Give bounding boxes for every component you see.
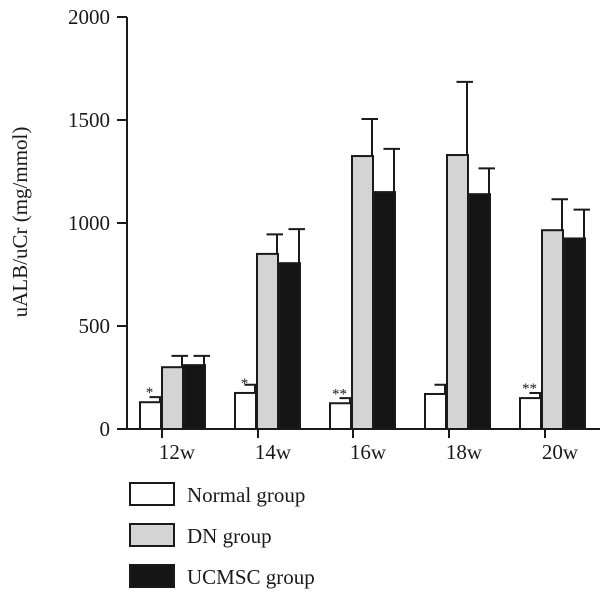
bar	[468, 193, 491, 430]
y-tick-label: 2000	[68, 5, 110, 29]
significance-label: *	[146, 385, 154, 401]
y-tick-label: 1000	[68, 211, 110, 235]
x-tick-label: 12w	[159, 440, 196, 464]
significance-label: *	[241, 376, 249, 392]
x-tick-label: 14w	[255, 440, 292, 464]
x-tick-label: 16w	[350, 440, 387, 464]
y-tick-label: 0	[100, 417, 111, 441]
significance-label: **	[522, 381, 537, 397]
legend-label: UCMSC group	[187, 565, 315, 589]
y-tick-label: 500	[79, 314, 111, 338]
bar	[351, 155, 374, 431]
y-tick-label: 1500	[68, 108, 110, 132]
bar	[424, 392, 447, 431]
bar	[278, 262, 301, 431]
legend: Normal group DN group UCMSC group	[129, 482, 315, 589]
bar	[373, 191, 396, 430]
y-axis-label: uALB/uCr (mg/mmol)	[8, 127, 32, 318]
axes: 0 500 1000 1500 2000 12w 14w 16w 18w 20w	[68, 5, 600, 464]
legend-label: DN group	[187, 524, 272, 548]
bar	[446, 154, 469, 431]
bar	[183, 364, 206, 431]
bar	[234, 391, 257, 431]
legend-swatch	[129, 564, 175, 588]
bar	[563, 237, 586, 430]
bar	[541, 229, 564, 430]
legend-label: Normal group	[187, 483, 305, 507]
legend-swatch	[129, 482, 175, 506]
bar	[329, 402, 352, 430]
x-tick-label: 18w	[446, 440, 483, 464]
bar	[139, 401, 162, 431]
significance-label: **	[332, 386, 347, 402]
bar	[161, 366, 184, 431]
bars: **** **	[139, 80, 590, 431]
legend-swatch	[129, 523, 175, 547]
bar	[256, 252, 279, 430]
bar	[519, 397, 542, 431]
x-tick-label: 20w	[542, 440, 579, 464]
